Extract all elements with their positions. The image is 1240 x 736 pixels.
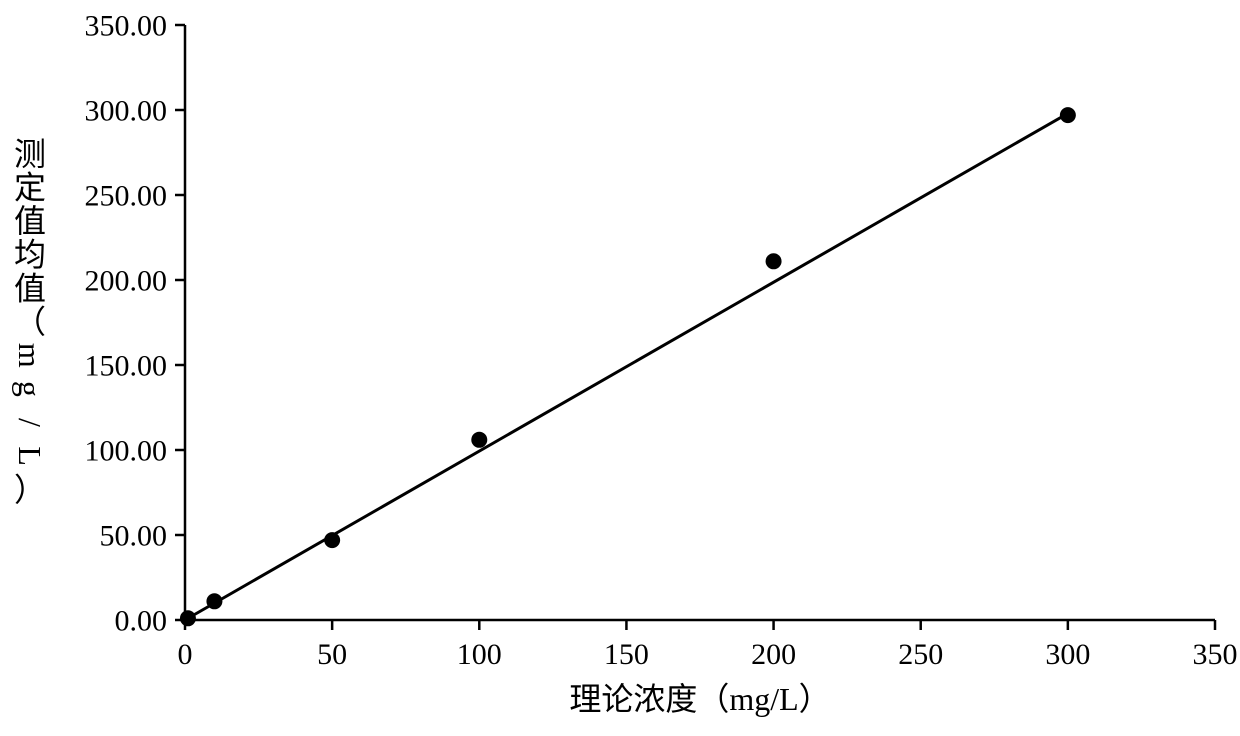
data-point [324, 532, 340, 548]
y-axis-title-char: m [12, 343, 48, 368]
fit-line [185, 113, 1068, 620]
y-tick-label: 0.00 [115, 605, 168, 638]
y-tick-label: 100.00 [85, 435, 168, 468]
x-tick-label: 0 [178, 638, 193, 671]
y-axis-title-char: L [12, 446, 48, 466]
y-tick-label: 300.00 [85, 95, 168, 128]
x-tick-label: 250 [898, 638, 943, 671]
linearity-chart: 0 50 100 150 200 250 300 350 0.00 50.00 100.00 150.… [0, 0, 1240, 736]
y-axis-title-char: / [12, 418, 48, 427]
data-point [471, 432, 487, 448]
x-tick-label: 200 [751, 638, 796, 671]
chart-svg: 0 50 100 150 200 250 300 350 0.00 50.00 100.00 150.… [0, 0, 1240, 736]
x-axis-title: 理论浓度（mg/L） [569, 681, 830, 717]
y-axis-title-char: 定 [14, 170, 46, 206]
x-tick-label: 300 [1045, 638, 1090, 671]
y-axis-title-char: g [12, 381, 48, 397]
y-tick-label: 200.00 [85, 265, 168, 298]
y-tick-label: 150.00 [85, 350, 168, 383]
x-tick-label: 150 [604, 638, 649, 671]
y-axis-title-char: （ [14, 304, 46, 340]
x-tick-label: 100 [457, 638, 502, 671]
data-point [180, 610, 196, 626]
data-point [206, 593, 222, 609]
y-tick-label: 350.00 [85, 10, 168, 43]
x-tick-label: 50 [317, 638, 347, 671]
y-axis-title-char: 值 [14, 203, 46, 239]
x-tick-label: 350 [1193, 638, 1238, 671]
y-tick-label: 50.00 [100, 520, 168, 553]
y-tick-label: 250.00 [85, 180, 168, 213]
y-axis-title-char: ） [14, 472, 46, 508]
data-point [766, 253, 782, 269]
y-axis-title-char: 均 [14, 237, 46, 273]
y-axis-title-char: 测 [14, 136, 46, 172]
data-point [1060, 107, 1076, 123]
y-axis-title-char: 值 [14, 270, 46, 306]
